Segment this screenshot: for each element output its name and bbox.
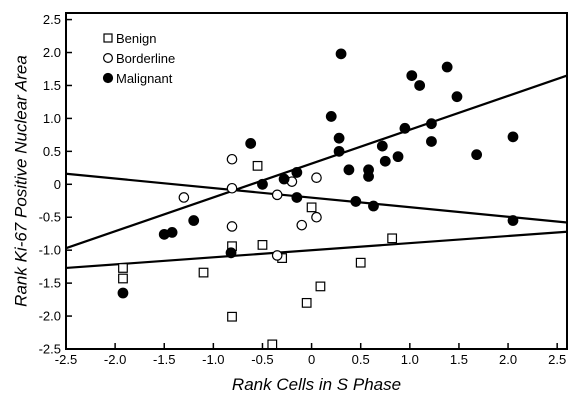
x-tick-label: -1.5 bbox=[153, 352, 175, 367]
malignant-point bbox=[363, 170, 374, 182]
malignant-point bbox=[507, 131, 519, 143]
x-tick-label: -2.5 bbox=[55, 352, 77, 367]
y-tick-label: 0 bbox=[54, 177, 61, 192]
malignant-point bbox=[333, 145, 345, 157]
malignant-point bbox=[117, 287, 129, 299]
malignant-point bbox=[376, 140, 388, 152]
legend-marker-borderline bbox=[102, 52, 113, 63]
legend-marker-malignant bbox=[102, 72, 114, 84]
malignant-point bbox=[291, 192, 303, 203]
malignant-point bbox=[441, 61, 453, 73]
benign-point bbox=[118, 273, 128, 284]
malignant-point bbox=[406, 70, 418, 81]
benign-point bbox=[227, 311, 237, 322]
benign-point bbox=[257, 240, 268, 250]
benign-point bbox=[315, 281, 326, 292]
benign-point bbox=[301, 297, 312, 308]
borderline-point bbox=[178, 192, 190, 203]
malignant-point bbox=[325, 111, 337, 122]
malignant-point bbox=[392, 151, 404, 163]
malignant-point bbox=[166, 226, 178, 238]
plot-frame bbox=[65, 12, 568, 350]
regression-line-1 bbox=[66, 74, 567, 250]
malignant-point bbox=[333, 132, 345, 144]
malignant-point bbox=[507, 215, 519, 226]
x-tick-label: -2.0 bbox=[104, 352, 126, 367]
malignant-point bbox=[399, 122, 411, 134]
malignant-point bbox=[343, 164, 355, 176]
malignant-point bbox=[471, 149, 483, 161]
malignant-point bbox=[414, 80, 426, 91]
benign-point bbox=[355, 257, 366, 268]
benign-point bbox=[267, 339, 278, 350]
y-tick-label: -2.5 bbox=[39, 342, 61, 357]
borderline-point bbox=[271, 189, 283, 201]
legend-label-malignant: Malignant bbox=[116, 71, 173, 86]
x-tick-label: 0.5 bbox=[352, 352, 370, 367]
benign-point bbox=[198, 267, 209, 278]
y-axis-title: Rank Ki-67 Positive Nuclear Area bbox=[11, 55, 30, 307]
malignant-point bbox=[245, 138, 257, 149]
borderline-point bbox=[296, 219, 308, 231]
malignant-point bbox=[225, 247, 237, 259]
malignant-point bbox=[335, 48, 347, 60]
y-tick-label: 1.0 bbox=[43, 111, 61, 126]
benign-point bbox=[387, 233, 398, 244]
benign-point bbox=[306, 202, 317, 213]
x-tick-label: 1.5 bbox=[450, 352, 468, 367]
x-axis-title: Rank Cells in S Phase bbox=[232, 375, 401, 394]
borderline-point bbox=[226, 182, 238, 194]
y-tick-label: -1.0 bbox=[39, 243, 61, 258]
borderline-point bbox=[311, 172, 322, 184]
y-tick-label: 1.5 bbox=[43, 78, 61, 93]
data-points bbox=[117, 48, 519, 350]
legend-label-benign: Benign bbox=[116, 31, 156, 46]
malignant-point bbox=[257, 178, 268, 190]
y-tick-label: -2.0 bbox=[39, 309, 61, 324]
y-tick-label: 2.0 bbox=[43, 45, 61, 60]
x-tick-label: -1.0 bbox=[202, 352, 224, 367]
regression-line-3 bbox=[66, 230, 567, 270]
y-tick-label: -1.5 bbox=[39, 276, 61, 291]
malignant-point bbox=[350, 196, 362, 207]
malignant-point bbox=[291, 167, 303, 178]
legend: Benign Borderline Malignant bbox=[102, 31, 175, 86]
x-tick-label: 2.5 bbox=[548, 352, 566, 367]
legend-label-borderline: Borderline bbox=[116, 51, 175, 66]
malignant-point bbox=[368, 200, 379, 212]
regression-line-2 bbox=[66, 172, 567, 224]
malignant-point bbox=[278, 173, 290, 185]
axis-ticks: -2.5 -2.0 -1.5 -1.0 -0.5 0 0.5 1.0 1.5 2.0 2.5 -2.5… bbox=[39, 12, 567, 367]
y-tick-label: -0.5 bbox=[39, 210, 61, 225]
borderline-point bbox=[226, 221, 238, 232]
x-tick-label: -0.5 bbox=[251, 352, 273, 367]
malignant-point bbox=[426, 118, 437, 130]
borderline-point bbox=[271, 250, 283, 261]
borderline-point bbox=[226, 153, 238, 165]
benign-point bbox=[252, 160, 263, 171]
x-tick-label: 2.0 bbox=[499, 352, 517, 367]
malignant-point bbox=[188, 215, 200, 226]
legend-marker-benign bbox=[103, 33, 113, 43]
y-tick-label: 2.5 bbox=[43, 12, 61, 27]
y-tick-label: 0.5 bbox=[43, 144, 61, 159]
x-tick-label: 1.0 bbox=[401, 352, 419, 367]
malignant-point bbox=[451, 91, 463, 103]
benign-point bbox=[118, 263, 128, 273]
malignant-point bbox=[379, 155, 391, 167]
x-tick-label: 0 bbox=[308, 352, 315, 367]
borderline-point bbox=[311, 211, 322, 223]
regression-lines bbox=[66, 74, 567, 270]
malignant-point bbox=[426, 136, 437, 147]
